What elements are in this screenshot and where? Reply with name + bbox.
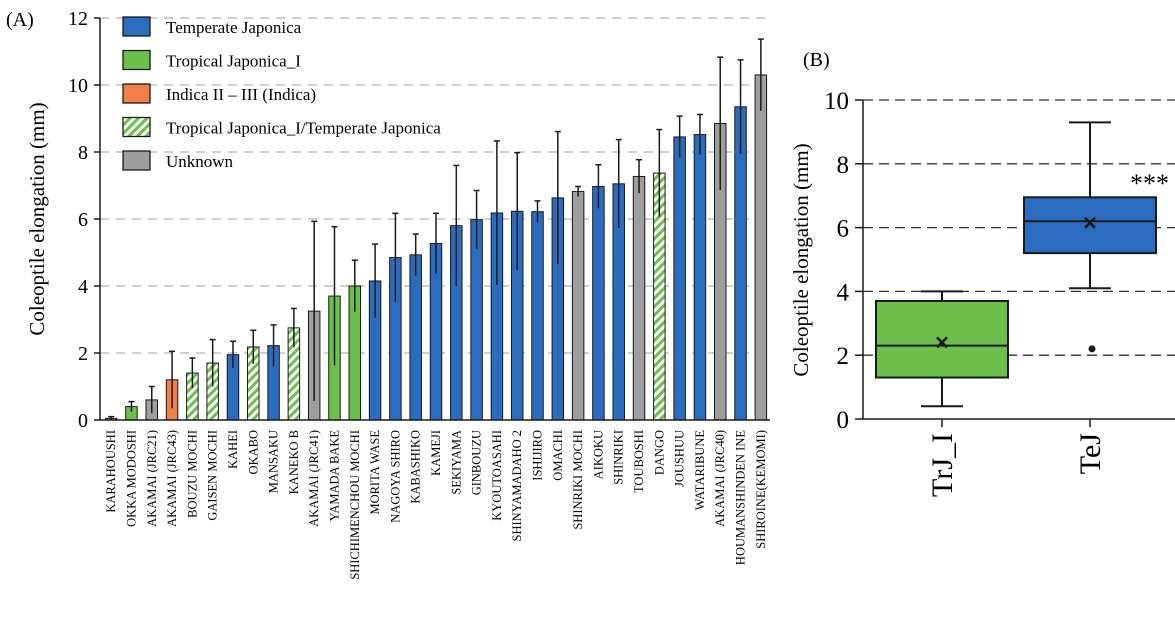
panel-b-y-ticks: 0 2 4 6 8 10 bbox=[824, 88, 863, 434]
category-label: JOUSHUU bbox=[673, 430, 687, 487]
category-label: MORITA WASE bbox=[368, 430, 382, 515]
panel-a: (A) 0 2 4 6 8 10 12 Coleoptile elongation (mm)… bbox=[6, 8, 770, 580]
category-label: SHIROINE(KEMOMI) bbox=[754, 430, 768, 549]
category-label: TrJ_I bbox=[926, 433, 959, 497]
panel-a-bars bbox=[104, 74, 768, 421]
bar bbox=[470, 219, 483, 421]
bar bbox=[592, 186, 605, 421]
panel-a-y-axis-label: Coleoptile elongation (mm) bbox=[25, 102, 49, 335]
panel-a-error-bars bbox=[108, 38, 764, 420]
category-label: GINBOUZU bbox=[470, 430, 484, 495]
bar bbox=[673, 136, 686, 421]
category-label: SHINRIKI MOCHI bbox=[571, 430, 585, 530]
y-tick-label: 6 bbox=[837, 216, 850, 243]
panel-a-category-labels: KARAHOUSHI OKKA MODOSHI AKAMAI (JRC21) AKAM… bbox=[104, 430, 768, 580]
y-tick-label: 0 bbox=[837, 407, 850, 434]
panel-a-axes bbox=[99, 18, 770, 421]
category-label: TeJ bbox=[1074, 433, 1107, 475]
legend-label: Tropical Japonica_I/Temperate Japonica bbox=[166, 119, 441, 138]
panel-a-label: (A) bbox=[6, 9, 34, 31]
category-label: SEKIYAMA bbox=[449, 430, 463, 495]
category-label: AKAMAI (JRC21) bbox=[145, 430, 159, 527]
category-label: BOUZU MOCHI bbox=[185, 430, 199, 518]
box bbox=[875, 299, 1009, 379]
category-label: TOUBOSHI bbox=[632, 430, 646, 493]
category-label: WATARIBUNE bbox=[693, 430, 707, 511]
category-label: GAISEN MOCHI bbox=[206, 430, 220, 521]
category-label: NAGOYA SHIRO bbox=[388, 430, 402, 523]
bar bbox=[571, 191, 585, 421]
bar bbox=[531, 211, 544, 421]
legend-swatch bbox=[122, 49, 151, 71]
mean-marker bbox=[936, 336, 948, 349]
category-label: KANEKO B bbox=[287, 430, 301, 494]
panel-b-label: (B) bbox=[803, 49, 830, 71]
category-label: ISHIJIRO bbox=[531, 430, 545, 481]
panel-b: (B) 0 2 4 6 8 10 Coleoptile elongation (mm) T… bbox=[789, 49, 1175, 497]
legend-label: Temperate Japonica bbox=[166, 18, 302, 37]
category-label: KAHEI bbox=[226, 430, 240, 469]
y-tick-label: 0 bbox=[78, 410, 88, 432]
legend-label: Indica II – III (Indica) bbox=[166, 85, 316, 104]
mean-marker bbox=[1084, 216, 1096, 229]
bar bbox=[632, 175, 646, 421]
category-label: KYOUTOASAHI bbox=[490, 430, 504, 521]
significance-annotation: *** bbox=[1130, 169, 1169, 198]
category-label: KABASHIKO bbox=[409, 430, 423, 504]
legend-swatch bbox=[122, 83, 151, 104]
panel-a-legend: Temperate Japonica Tropical Japonica_I Ind… bbox=[122, 16, 441, 171]
legend-swatch bbox=[122, 116, 151, 138]
panel-b-category-labels: TrJ_I TeJ bbox=[926, 419, 1107, 497]
y-tick-label: 2 bbox=[837, 343, 850, 370]
legend-label: Tropical Japonica_I bbox=[166, 52, 301, 71]
category-label: SHINRIKI bbox=[612, 430, 626, 485]
y-tick-label: 8 bbox=[837, 152, 850, 179]
y-tick-label: 4 bbox=[837, 279, 850, 306]
y-tick-label: 12 bbox=[68, 8, 88, 30]
bar bbox=[693, 134, 707, 421]
category-label: DANGO bbox=[652, 430, 666, 475]
category-label: AKAMAI (JRC40) bbox=[713, 430, 727, 527]
bar bbox=[734, 106, 747, 421]
category-label: OMACHI bbox=[551, 430, 565, 481]
y-tick-label: 8 bbox=[78, 142, 88, 164]
category-label: OKABO bbox=[246, 430, 260, 474]
category-label: AIKOKU bbox=[591, 430, 605, 479]
category-label: AKAMAI (JRC43) bbox=[165, 430, 179, 527]
y-tick-label: 4 bbox=[78, 276, 88, 298]
category-label: MANSAKU bbox=[267, 430, 281, 493]
category-label: SHICHIMENCHOU MOCHI bbox=[348, 430, 362, 580]
panel-b-y-axis-label: Coleoptile elongation (mm) bbox=[789, 143, 813, 376]
category-label: YAMADA BAKE bbox=[327, 430, 341, 522]
y-tick-label: 10 bbox=[824, 88, 849, 115]
y-tick-label: 2 bbox=[78, 343, 88, 365]
y-tick-label: 10 bbox=[68, 75, 88, 97]
y-tick-label: 6 bbox=[78, 209, 88, 231]
bar bbox=[754, 74, 768, 421]
category-label: KARAHOUSHI bbox=[104, 430, 118, 513]
category-label: OKKA MODOSHI bbox=[124, 430, 138, 527]
category-label: HOUMANSHINDEN INE bbox=[734, 430, 748, 565]
category-label: KAMEJI bbox=[429, 430, 443, 476]
box bbox=[1023, 196, 1157, 255]
outlier-point bbox=[1088, 345, 1096, 353]
legend-swatch bbox=[122, 150, 151, 171]
panel-b-boxes bbox=[875, 121, 1157, 408]
legend-swatch bbox=[122, 16, 151, 37]
panel-a-y-ticks: 0 2 4 6 8 10 12 bbox=[68, 8, 100, 432]
legend-label: Unknown bbox=[166, 152, 234, 171]
category-label: AKAMAI (JRC41) bbox=[307, 430, 321, 527]
category-label: SHINYAMADAHO 2 bbox=[510, 430, 524, 541]
panel-b-axes bbox=[862, 100, 1175, 420]
bar bbox=[409, 254, 422, 421]
